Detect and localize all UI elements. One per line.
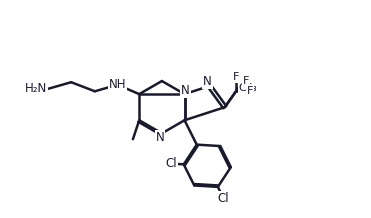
Text: N: N: [203, 75, 212, 88]
Text: F: F: [233, 72, 240, 82]
Text: CF₃: CF₃: [239, 83, 257, 93]
Text: H₂N: H₂N: [24, 82, 47, 95]
Text: N: N: [181, 84, 190, 97]
Text: N: N: [156, 131, 164, 144]
Text: NH: NH: [109, 78, 126, 91]
Text: Cl: Cl: [165, 157, 177, 170]
Text: F: F: [247, 86, 253, 96]
Text: F: F: [243, 76, 249, 86]
Text: Cl: Cl: [218, 192, 229, 205]
